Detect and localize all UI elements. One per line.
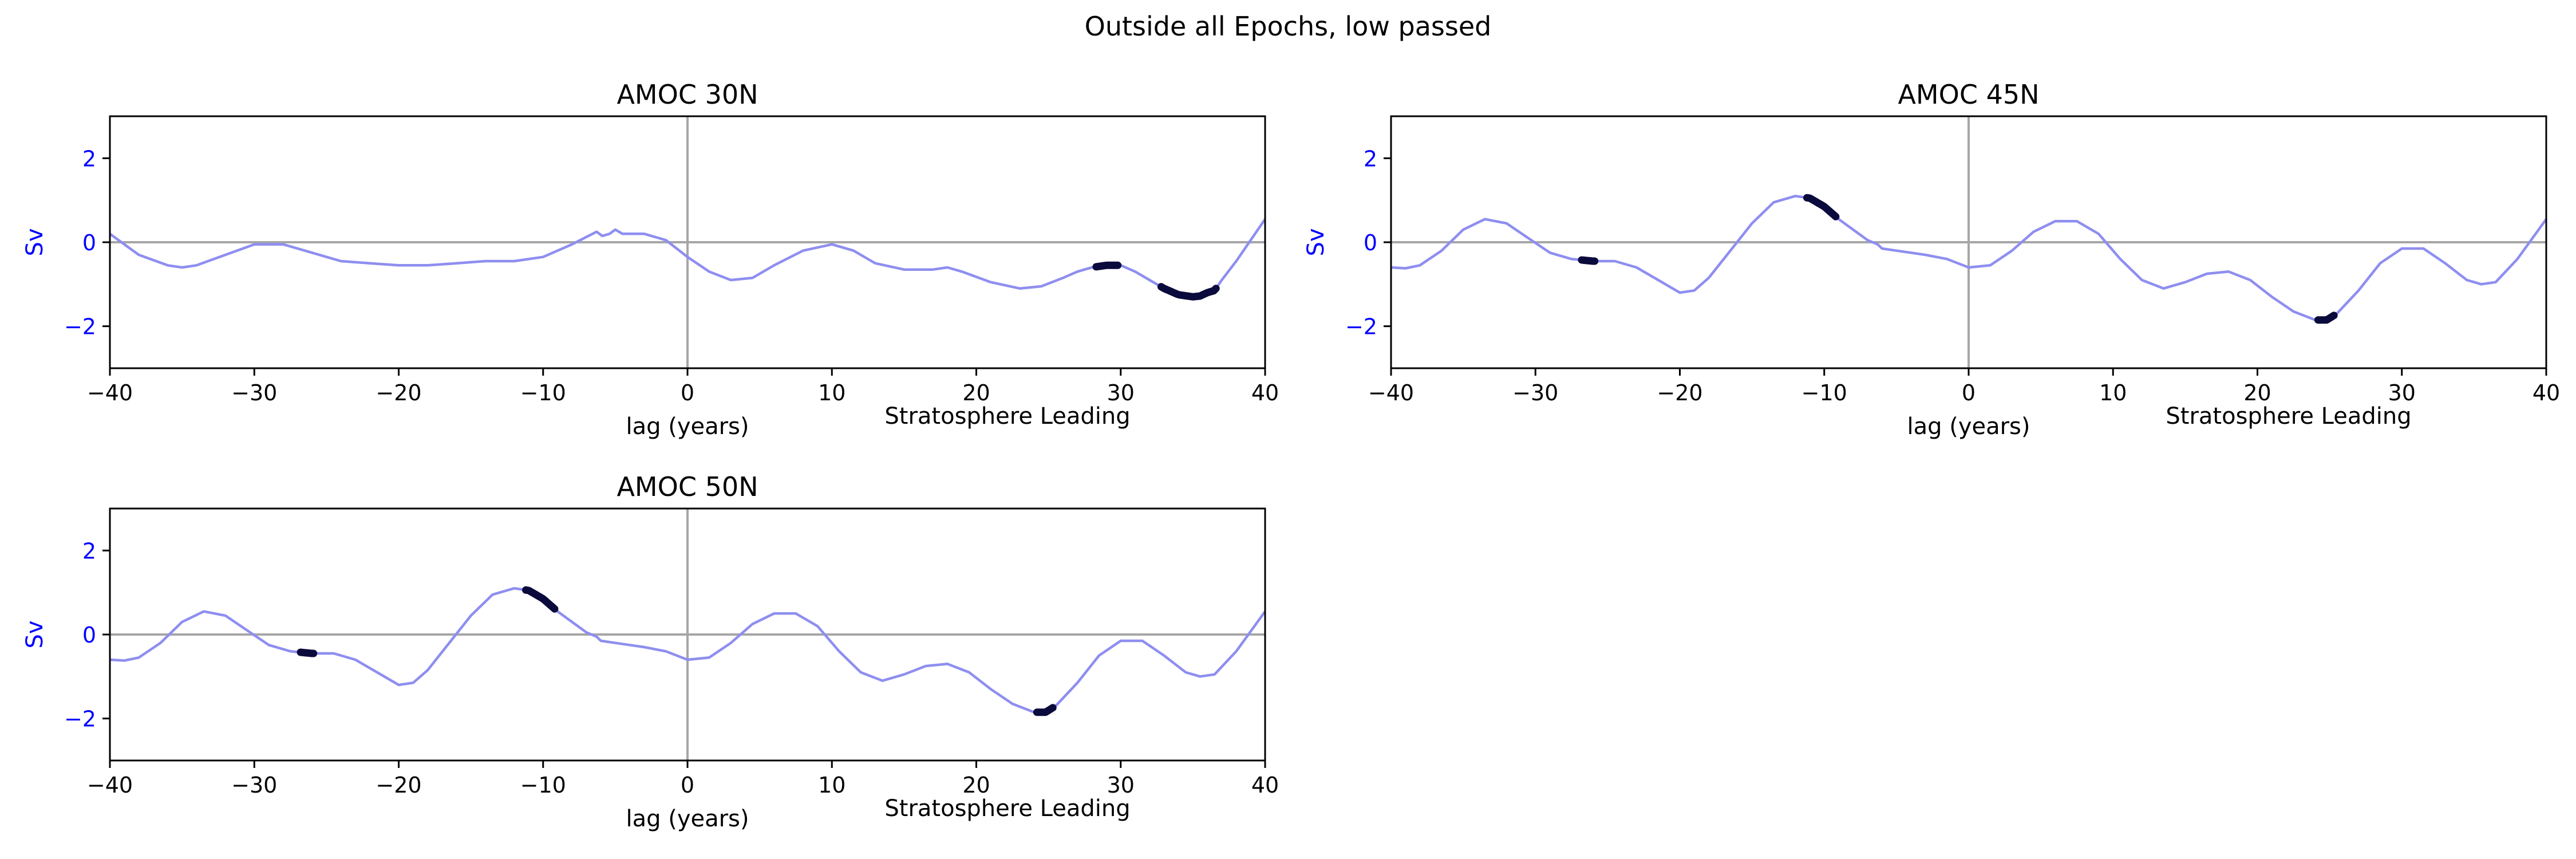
significant-segment-1 bbox=[1092, 261, 1122, 271]
x-tick-label: 30 bbox=[1107, 773, 1135, 798]
annotation-stratosphere-leading: Stratosphere Leading bbox=[884, 403, 1130, 430]
x-axis-label: lag (years) bbox=[1907, 413, 2030, 440]
x-tick-label: 10 bbox=[818, 773, 846, 798]
y-axis-label: Sv bbox=[22, 620, 48, 648]
x-tick-label: −10 bbox=[520, 380, 566, 405]
annotation-stratosphere-leading: Stratosphere Leading bbox=[2166, 403, 2411, 430]
x-tick-label: 0 bbox=[1962, 380, 1976, 405]
x-axis-label: lag (years) bbox=[626, 413, 749, 440]
x-tick-label: −30 bbox=[231, 380, 277, 405]
y-axis-label: Sv bbox=[22, 228, 48, 256]
x-tick-label: 20 bbox=[2243, 380, 2271, 405]
y-axis-label: Sv bbox=[1303, 228, 1329, 256]
y-tick-label: 2 bbox=[1364, 146, 1377, 171]
significant-segment-1 bbox=[297, 648, 318, 657]
chart-title: AMOC 30N bbox=[617, 79, 758, 110]
series-line bbox=[110, 218, 1265, 298]
x-tick-label: −20 bbox=[376, 773, 421, 798]
x-tick-label: 30 bbox=[1107, 380, 1135, 405]
x-tick-label: 40 bbox=[1251, 380, 1279, 405]
y-tick-label: 0 bbox=[1364, 230, 1377, 255]
x-tick-label: 20 bbox=[962, 380, 990, 405]
y-tick-label: −2 bbox=[64, 707, 96, 732]
x-tick-label: 40 bbox=[1251, 773, 1279, 798]
y-tick-label: −2 bbox=[1345, 314, 1377, 340]
x-tick-label: −20 bbox=[1657, 380, 1702, 405]
y-tick-label: 0 bbox=[82, 622, 96, 648]
x-tick-label: −30 bbox=[231, 773, 277, 798]
chart-title: AMOC 50N bbox=[617, 471, 758, 502]
x-tick-label: −20 bbox=[376, 380, 421, 405]
x-tick-label: −10 bbox=[1801, 380, 1847, 405]
x-tick-label: 20 bbox=[962, 773, 990, 798]
x-tick-label: 0 bbox=[681, 773, 694, 798]
significant-segment-3 bbox=[1033, 704, 1057, 716]
significant-segment-1 bbox=[1578, 256, 1599, 265]
x-tick-label: 0 bbox=[681, 380, 694, 405]
x-tick-label: −40 bbox=[87, 380, 133, 405]
figure-suptitle: Outside all Epochs, low passed bbox=[1085, 11, 1492, 42]
x-tick-label: 10 bbox=[2099, 380, 2127, 405]
significant-segment-2 bbox=[1803, 194, 1840, 220]
y-tick-label: −2 bbox=[64, 314, 96, 340]
significant-segment-2 bbox=[1157, 283, 1220, 301]
x-tick-label: −40 bbox=[87, 773, 133, 798]
x-tick-label: −40 bbox=[1368, 380, 1414, 405]
y-tick-label: 2 bbox=[82, 146, 96, 171]
x-axis-label: lag (years) bbox=[626, 806, 749, 832]
y-tick-label: 0 bbox=[82, 230, 96, 255]
x-tick-label: −10 bbox=[520, 773, 566, 798]
significant-segment-2 bbox=[522, 586, 559, 613]
annotation-stratosphere-leading: Stratosphere Leading bbox=[884, 795, 1130, 822]
chart-title: AMOC 45N bbox=[1898, 79, 2039, 110]
significant-segment-3 bbox=[2314, 312, 2338, 324]
x-tick-label: 10 bbox=[818, 380, 846, 405]
y-tick-label: 2 bbox=[82, 538, 96, 564]
x-tick-label: 30 bbox=[2388, 380, 2416, 405]
x-tick-label: −30 bbox=[1512, 380, 1558, 405]
x-tick-label: 40 bbox=[2532, 380, 2560, 405]
